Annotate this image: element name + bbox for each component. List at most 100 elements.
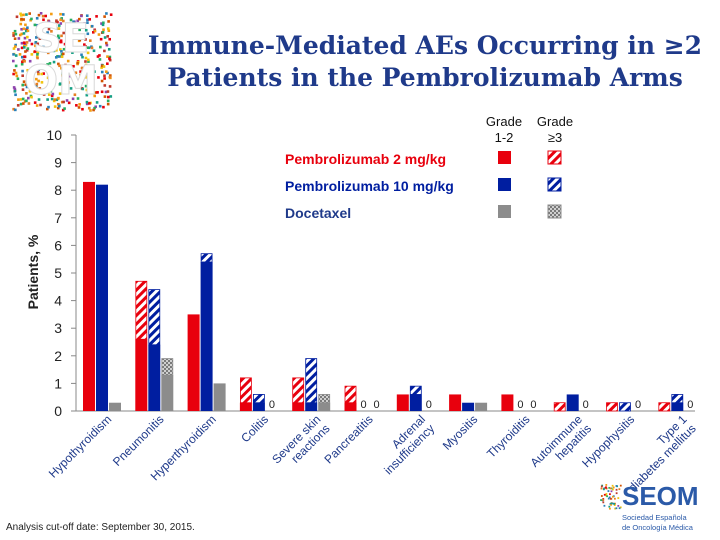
x-tick-label-severe-skin-reactions: Severe skinreactions xyxy=(269,412,332,475)
zero-label-type-1-diabetes-mellitus-docetaxel: 0 xyxy=(687,399,693,411)
logo-confetti-dot xyxy=(88,79,92,83)
logo-confetti-dot xyxy=(90,24,94,28)
logo-confetti-dot xyxy=(84,28,88,32)
logo-confetti-dot xyxy=(36,56,39,60)
logo-confetti-dot xyxy=(26,29,30,33)
logo-confetti-dot xyxy=(79,73,82,77)
logo-confetti-dot xyxy=(60,50,63,53)
logo-confetti-dot xyxy=(16,77,20,81)
logo-confetti-dot xyxy=(82,69,86,73)
logo-confetti-dot xyxy=(25,49,29,52)
brand-confetti-dot xyxy=(613,497,616,500)
logo-confetti-dot xyxy=(109,95,113,98)
logo-confetti-dot xyxy=(52,49,56,53)
bar-docetaxel-grade12-hypothyroidism xyxy=(109,402,121,411)
logo-confetti-dot xyxy=(59,82,62,86)
brand-confetti-dot xyxy=(615,492,618,495)
logo-confetti-dot xyxy=(22,18,25,21)
logo-confetti-dot xyxy=(27,102,31,105)
logo-confetti-dot xyxy=(28,12,31,15)
bar-pembrolizumab-10-mg-kg-grade12-hyperthyroidism xyxy=(200,261,213,411)
logo-confetti-dot xyxy=(86,90,90,93)
logo-confetti-dot xyxy=(73,35,77,38)
x-tick-label-adrenal-insufficiency: Adrenalinsufficiency xyxy=(372,412,437,477)
logo-confetti-dot xyxy=(60,66,63,70)
bar-docetaxel-grade12-severe-skin-reactions xyxy=(318,402,331,411)
logo-confetti-dot xyxy=(71,51,74,54)
logo-confetti-dot xyxy=(78,28,81,32)
logo-confetti-dot xyxy=(61,73,64,77)
logo-confetti-dot xyxy=(50,30,53,33)
logo-confetti-dot xyxy=(38,37,42,40)
legend-grade12-line1: Grade xyxy=(486,114,522,129)
brand-confetti-dot xyxy=(607,490,610,492)
logo-confetti-dot xyxy=(108,75,112,79)
logo-confetti-dot xyxy=(92,31,95,34)
legend: Grade 1-2 Grade ≥3 Pembrolizumab 2 mg/kg… xyxy=(285,114,573,221)
zero-label-colitis-docetaxel: 0 xyxy=(269,399,275,411)
logo-confetti-dot xyxy=(60,34,63,38)
bar-pembrolizumab-10-mg-kg-grade3-pneumonitis xyxy=(148,289,161,346)
logo-confetti-dot xyxy=(37,91,41,94)
logo-confetti-dot xyxy=(104,70,108,73)
brand-confetti-dot xyxy=(610,503,612,506)
logo-confetti-dot xyxy=(21,74,24,78)
logo-confetti-dot xyxy=(12,31,15,35)
logo-confetti-dot xyxy=(72,36,76,40)
logo-confetti-dot xyxy=(87,85,91,89)
brand-name: SEOM xyxy=(622,481,699,511)
logo-confetti-dot xyxy=(30,95,33,99)
logo-confetti-dot xyxy=(84,45,88,48)
logo-confetti-dot xyxy=(95,15,98,18)
brand-confetti-dot xyxy=(609,493,611,496)
logo-confetti-dot xyxy=(106,35,110,38)
logo-confetti-dot xyxy=(83,43,86,46)
logo-confetti-dot xyxy=(105,41,108,45)
logo-confetti-dot xyxy=(28,59,32,63)
logo-confetti-dot xyxy=(14,64,18,68)
brand-confetti-dot xyxy=(619,484,622,487)
bar-pembrolizumab-2-mg-kg-grade12-hyperthyroidism xyxy=(187,314,200,411)
logo-confetti-dot xyxy=(74,71,78,75)
logo-confetti-dot xyxy=(36,51,40,54)
logo-confetti-dot xyxy=(103,36,107,39)
logo-confetti-dot xyxy=(17,98,20,101)
logo-confetti-dot xyxy=(53,98,57,101)
logo-confetti-dot xyxy=(67,40,71,44)
zero-label-thyroiditis-pembrolizumab-10-mg-kg: 0 xyxy=(517,399,523,411)
brand-confetti-dot xyxy=(602,499,605,501)
logo-confetti-dot xyxy=(100,79,104,83)
logo-confetti-dot xyxy=(46,63,49,66)
logo-confetti-dot xyxy=(103,49,106,53)
logo-confetti-dot xyxy=(107,20,110,23)
logo-confetti-dot xyxy=(34,36,38,39)
logo-confetti-dot xyxy=(95,101,99,104)
brand-confetti-dot xyxy=(613,503,616,505)
bar-pembrolizumab-2-mg-kg-grade3-autoimmune-hepatitis xyxy=(553,402,566,412)
logo-confetti-dot xyxy=(36,42,40,46)
brand-confetti-dot xyxy=(608,505,611,508)
logo-confetti-dot xyxy=(16,104,20,107)
logo-confetti-dot xyxy=(47,105,50,109)
logo-confetti-dot xyxy=(44,14,47,18)
logo-confetti-dot xyxy=(24,83,28,86)
logo-confetti-dot xyxy=(19,98,23,101)
logo-confetti-dot xyxy=(61,108,65,112)
logo-confetti-dot xyxy=(50,12,53,16)
bar-docetaxel-grade12-hyperthyroidism xyxy=(213,383,226,411)
logo-confetti-dot xyxy=(20,46,24,50)
logo-confetti-dot xyxy=(47,93,51,96)
bar-pembrolizumab-2-mg-kg-grade12-hypothyroidism xyxy=(83,181,95,411)
logo-confetti-dot xyxy=(14,43,17,47)
logo-confetti-dot xyxy=(67,81,70,84)
logo-confetti-dot xyxy=(14,54,18,57)
logo-confetti-dot xyxy=(67,101,71,105)
logo-confetti-dot xyxy=(106,62,109,66)
bar-pembrolizumab-2-mg-kg-grade12-adrenal-insufficiency xyxy=(396,394,409,411)
logo-confetti-dot xyxy=(25,13,28,16)
logo-confetti-dot xyxy=(30,53,34,56)
y-tick-label: 1 xyxy=(54,375,62,391)
bar-pembrolizumab-2-mg-kg-grade12-pneumonitis xyxy=(135,339,148,411)
logo-confetti-dot xyxy=(88,102,91,105)
